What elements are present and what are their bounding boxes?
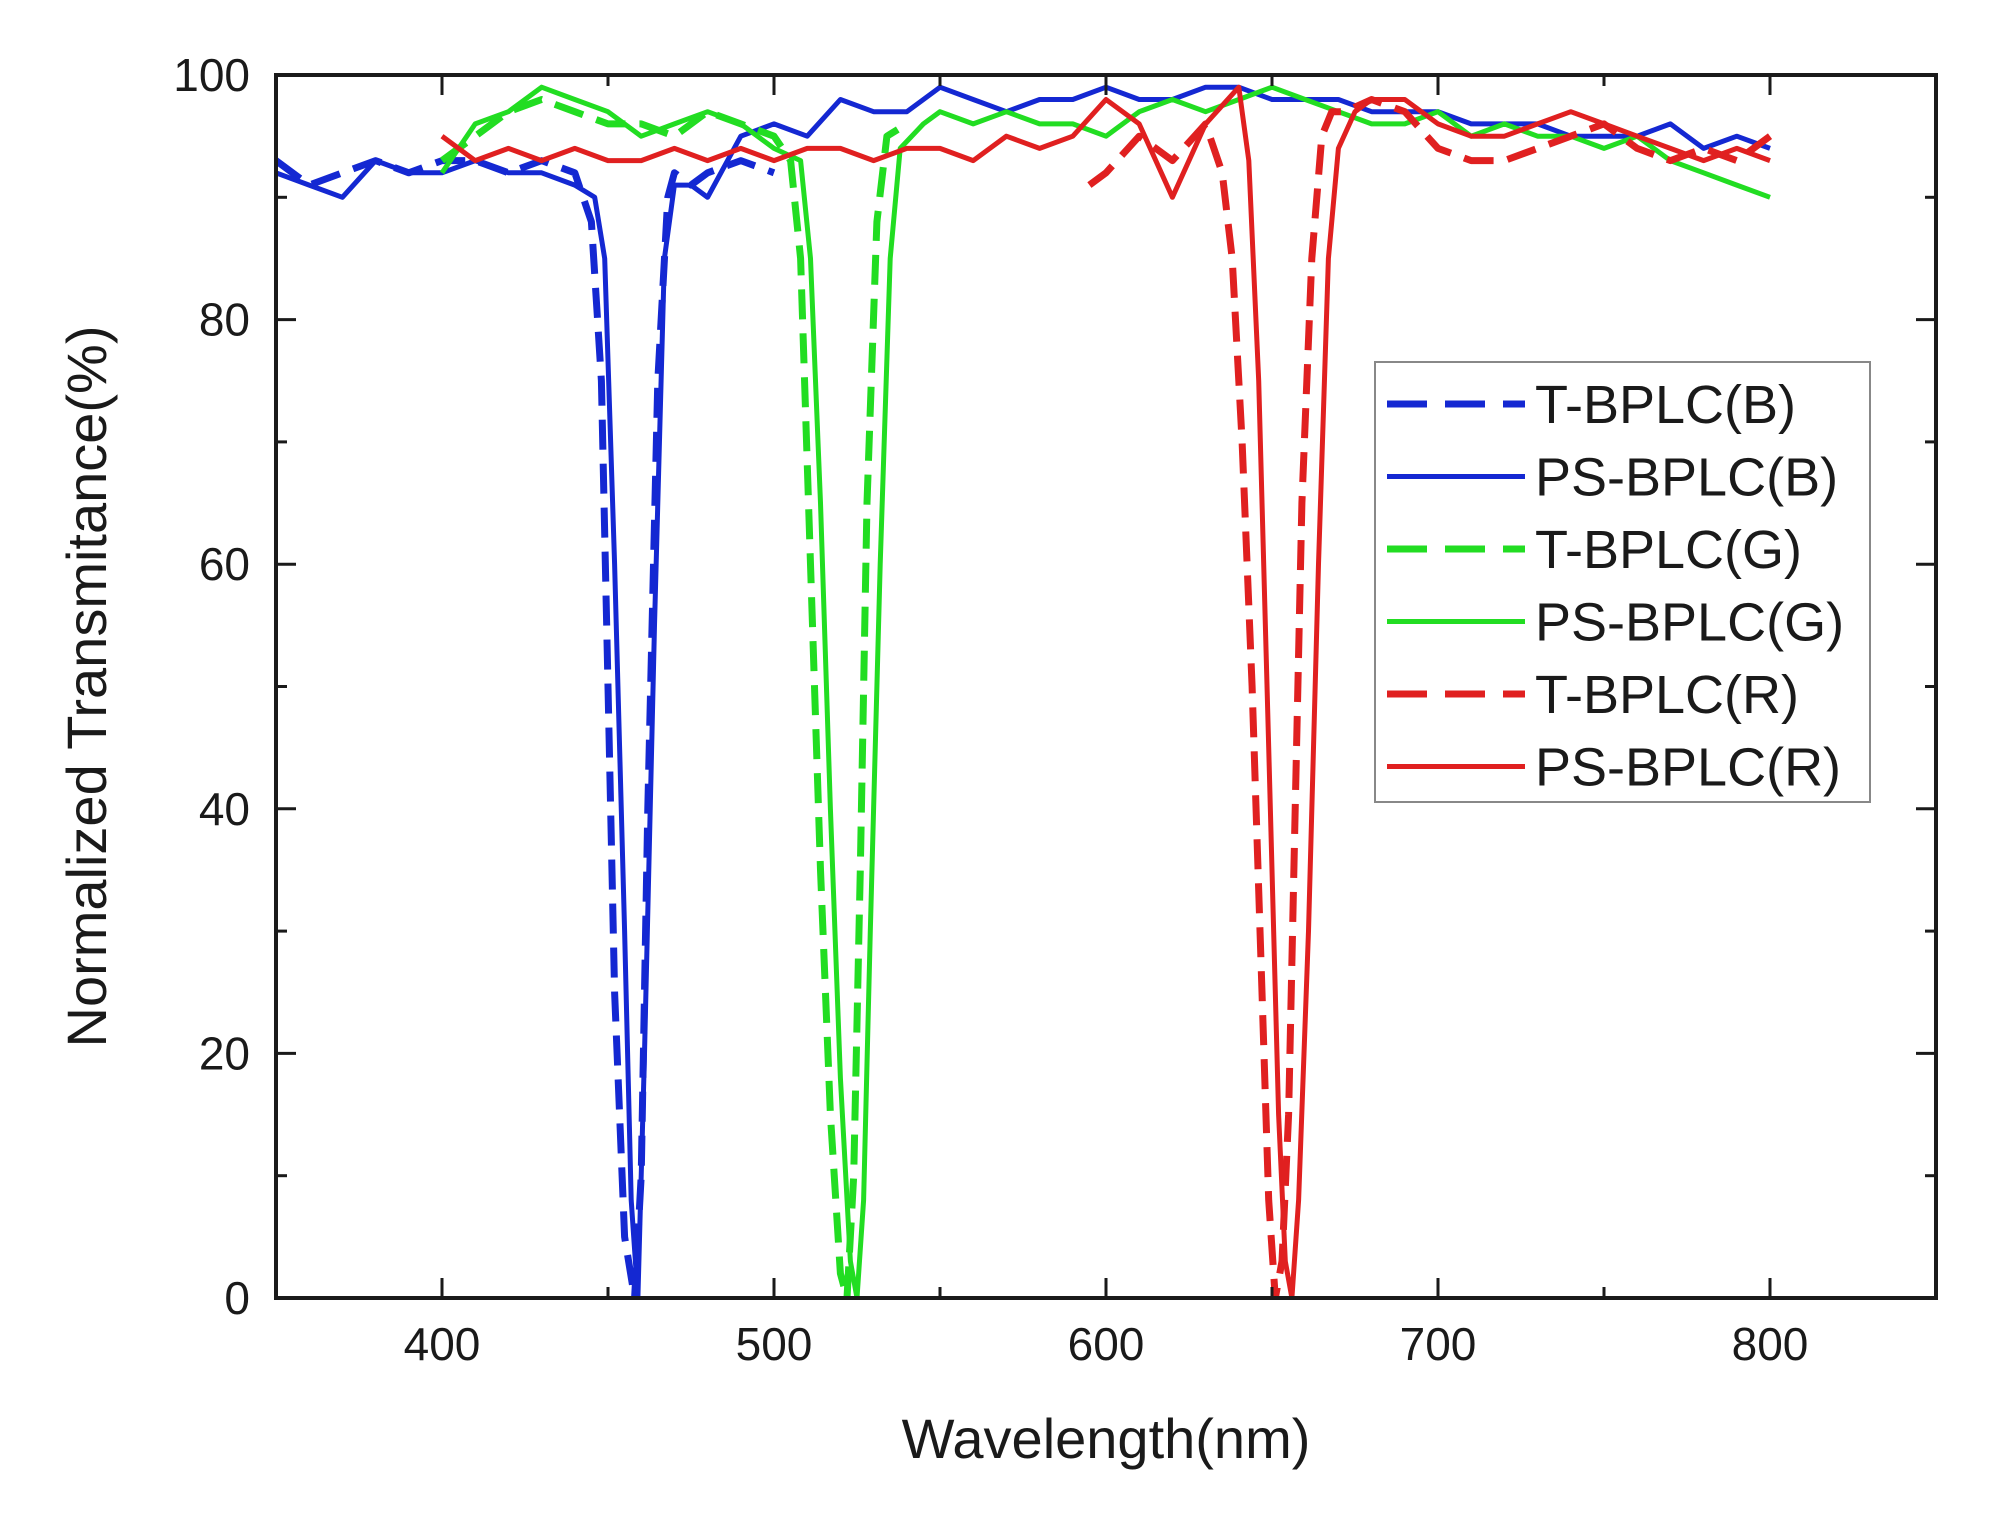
- series-line-t-bplc-g: [439, 96, 909, 1298]
- legend-label: PS-BPLC(B): [1535, 448, 1838, 508]
- y-tick-label: 80: [199, 294, 250, 346]
- legend-label: PS-BPLC(R): [1535, 738, 1841, 798]
- x-tick-label: 600: [1068, 1318, 1145, 1370]
- y-tick-label: 60: [199, 538, 250, 590]
- x-tick-label: 400: [404, 1318, 481, 1370]
- legend-item-ps-bplc-b: PS-BPLC(B): [1387, 448, 1838, 508]
- tick-layer: 400 500 600 700 800 0 20 40 60 80 100: [173, 49, 1936, 1370]
- y-tick-label: 40: [199, 783, 250, 835]
- y-tick-label: 100: [173, 49, 250, 101]
- legend-label: T-BPLC(B): [1535, 375, 1796, 435]
- legend-label: T-BPLC(G): [1535, 520, 1802, 580]
- series-line-ps-bplc-b: [276, 84, 1771, 1298]
- x-tick-label: 700: [1400, 1318, 1477, 1370]
- series-line-ps-bplc-r: [440, 84, 1771, 1298]
- legend-item-ps-bplc-g: PS-BPLC(G): [1387, 593, 1844, 653]
- x-tick-label: 500: [736, 1318, 813, 1370]
- legend-item-t-bplc-r: T-BPLC(R): [1387, 665, 1799, 725]
- y-axis-label: Normalized Transmitance(%): [55, 326, 118, 1048]
- legend-box: [1374, 361, 1871, 803]
- y-tick-label: 20: [199, 1027, 250, 1079]
- legend-item-t-bplc-g: T-BPLC(G): [1387, 520, 1802, 580]
- series-layer: [276, 84, 1773, 1298]
- legend-items: T-BPLC(B) PS-BPLC(B) T-BPLC(G) PS-BPLC(G) T-…: [1387, 375, 1844, 798]
- legend-label: T-BPLC(R): [1535, 665, 1799, 725]
- legend: T-BPLC(B) PS-BPLC(B) T-BPLC(G) PS-BPLC(G) T-…: [1374, 361, 1871, 803]
- y-tick-label: 0: [224, 1272, 250, 1324]
- legend-item-t-bplc-b: T-BPLC(B): [1387, 375, 1796, 435]
- x-tick-label: 800: [1732, 1318, 1809, 1370]
- series-line-t-bplc-b: [276, 157, 776, 1298]
- legend-label: PS-BPLC(G): [1535, 593, 1844, 653]
- x-axis-label: Wavelength(nm): [902, 1407, 1311, 1470]
- legend-item-ps-bplc-r: PS-BPLC(R): [1387, 738, 1841, 798]
- series-line-t-bplc-r: [1087, 96, 1773, 1298]
- series-line-ps-bplc-g: [439, 84, 1771, 1298]
